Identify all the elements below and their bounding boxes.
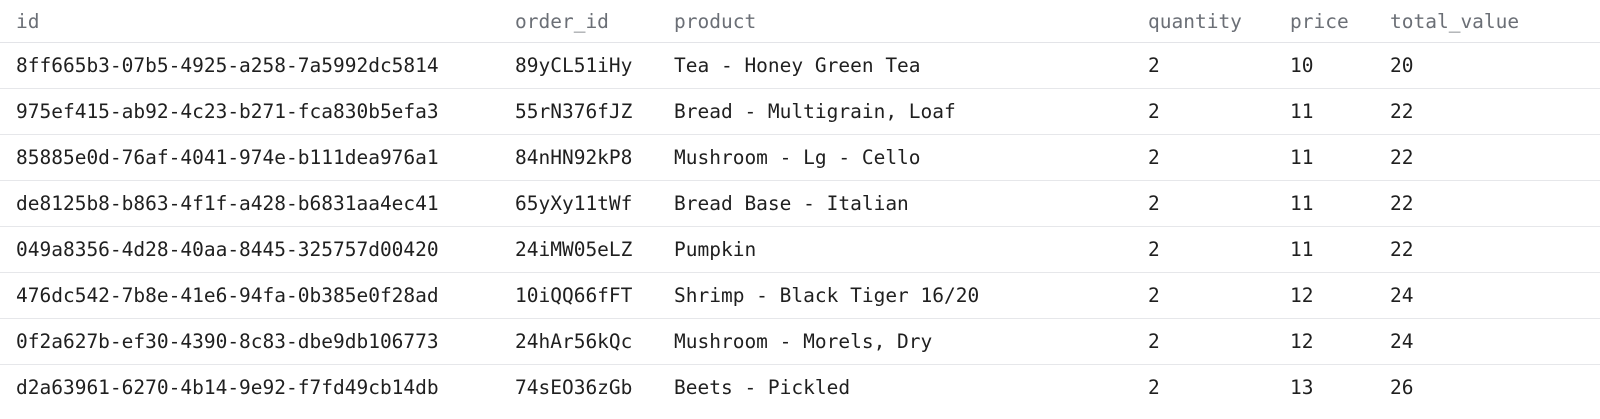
cell-product: Mushroom - Morels, Dry — [674, 318, 1148, 365]
cell-id: 0f2a627b-ef30-4390-8c83-dbe9db106773 — [0, 318, 515, 365]
table-row[interactable]: 85885e0d-76af-4041-974e-b111dea976a1 84nH… — [0, 134, 1600, 181]
cell-order-id: 24iMW05eLZ — [515, 226, 674, 273]
cell-order-id: 10iQQ66fFT — [515, 272, 674, 319]
cell-quantity: 2 — [1148, 134, 1290, 181]
cell-id: 8ff665b3-07b5-4925-a258-7a5992dc5814 — [0, 42, 515, 89]
cell-id: d2a63961-6270-4b14-9e92-f7fd49cb14db — [16, 376, 439, 399]
cell-total-value: 24 — [1390, 272, 1600, 319]
cell-product: Mushroom - Lg - Cello — [674, 134, 1148, 181]
cell-id: 975ef415-ab92-4c23-b271-fca830b5efa3 — [0, 88, 515, 135]
cell-price: 11 — [1290, 226, 1390, 273]
column-header-total-value[interactable]: total_value — [1390, 0, 1600, 43]
table-header: id order_id product quantity price total_valu… — [0, 0, 1600, 43]
cell-total-value: 22 — [1390, 134, 1600, 181]
cell-id: de8125b8-b863-4f1f-a428-b6831aa4ec41 — [0, 180, 515, 227]
header-row: id order_id product quantity price total_valu… — [0, 0, 1600, 43]
cell-total-value: 24 — [1390, 318, 1600, 365]
cell-quantity: 2 — [1148, 180, 1290, 227]
table-row[interactable]: 975ef415-ab92-4c23-b271-fca830b5efa3 55rN… — [0, 88, 1600, 135]
cell-quantity: 2 — [1148, 42, 1290, 89]
cell-product: Pumpkin — [674, 226, 1148, 273]
table-body: 8ff665b3-07b5-4925-a258-7a5992dc5814 89yC… — [0, 42, 1600, 411]
cell-product: Shrimp - Black Tiger 16/20 — [674, 272, 1148, 319]
cell-quantity: 2 — [1148, 226, 1290, 273]
cell-order-id: 24hAr56kQc — [515, 318, 674, 365]
cell-order-id: 55rN376fJZ — [515, 88, 674, 135]
cell-quantity: 2 — [1148, 376, 1160, 399]
table-row[interactable]: de8125b8-b863-4f1f-a428-b6831aa4ec41 65yX… — [0, 180, 1600, 227]
cell-total-value: 22 — [1390, 180, 1600, 227]
cell-order-id: 84nHN92kP8 — [515, 134, 674, 181]
cell-quantity: 2 — [1148, 318, 1290, 365]
table-row[interactable]: 476dc542-7b8e-41e6-94fa-0b385e0f28ad 10iQ… — [0, 272, 1600, 319]
cell-product: Bread - Multigrain, Loaf — [674, 88, 1148, 135]
cell-price: 11 — [1290, 88, 1390, 135]
cell-quantity: 2 — [1148, 88, 1290, 135]
cell-total-value: 22 — [1390, 88, 1600, 135]
cell-id: 476dc542-7b8e-41e6-94fa-0b385e0f28ad — [0, 272, 515, 319]
table-row[interactable]: 0f2a627b-ef30-4390-8c83-dbe9db106773 24hA… — [0, 318, 1600, 365]
column-header-price[interactable]: price — [1290, 0, 1390, 43]
cell-product: Bread Base - Italian — [674, 180, 1148, 227]
table-row[interactable]: 8ff665b3-07b5-4925-a258-7a5992dc5814 89yC… — [0, 42, 1600, 89]
cell-price: 10 — [1290, 42, 1390, 89]
column-header-order-id[interactable]: order_id — [515, 0, 674, 43]
cell-price: 11 — [1290, 180, 1390, 227]
cell-total-value: 20 — [1390, 42, 1600, 89]
table-row[interactable]: d2a63961-6270-4b14-9e92-f7fd49cb14db 74sE… — [0, 365, 1600, 411]
cell-order-id: 65yXy11tWf — [515, 180, 674, 227]
cell-product: Beets - Pickled — [674, 376, 851, 399]
cell-price: 12 — [1290, 318, 1390, 365]
cell-price: 11 — [1290, 134, 1390, 181]
cell-order-id: 74sEO36zGb — [515, 376, 633, 399]
cell-order-id: 89yCL51iHy — [515, 42, 674, 89]
cell-total-value: 22 — [1390, 226, 1600, 273]
cell-id: 85885e0d-76af-4041-974e-b111dea976a1 — [0, 134, 515, 181]
cell-quantity: 2 — [1148, 272, 1290, 319]
column-header-id[interactable]: id — [0, 0, 515, 43]
cell-product: Tea - Honey Green Tea — [674, 42, 1148, 89]
cell-id: 049a8356-4d28-40aa-8445-325757d00420 — [0, 226, 515, 273]
table-row[interactable]: 049a8356-4d28-40aa-8445-325757d00420 24iM… — [0, 226, 1600, 273]
cell-price: 12 — [1290, 272, 1390, 319]
cell-price: 13 — [1290, 376, 1314, 399]
cell-total-value: 26 — [1390, 376, 1414, 399]
column-header-quantity[interactable]: quantity — [1148, 0, 1290, 43]
column-header-product[interactable]: product — [674, 0, 1148, 43]
